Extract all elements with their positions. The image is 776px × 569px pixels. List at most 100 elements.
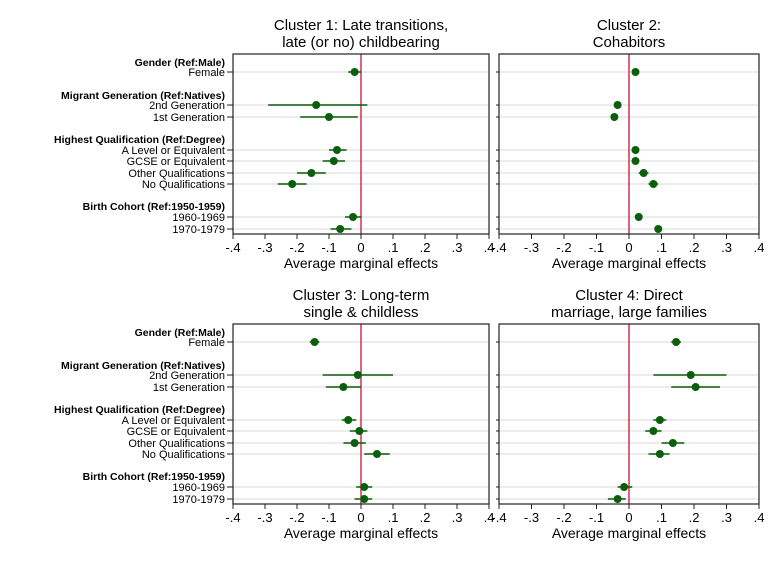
point-estimate-marker [631,157,640,165]
x-tick-label: .3 [452,510,463,525]
category-label: Female [188,67,225,79]
x-tick-label: .4 [484,510,495,525]
group-header: Gender (Ref:Male) [135,327,225,339]
x-tick-label: -.1 [321,510,336,525]
category-label: 1970-1979 [172,494,225,506]
point-estimate-marker [634,213,643,221]
x-axis-label: Average marginal effects [284,255,438,271]
point-estimate-marker [655,416,664,424]
x-tick-label: -.3 [524,240,539,255]
x-tick-label: .4 [754,240,765,255]
x-tick-label: .1 [656,510,667,525]
x-tick-label: -.4 [491,510,506,525]
category-label: GCSE or Equivalent [127,156,225,168]
x-tick-label: -.2 [556,510,571,525]
x-tick-label: -.2 [556,240,571,255]
x-tick-label: -.3 [257,240,272,255]
category-label: A Level or Equivalent [122,145,225,157]
point-estimate-marker [325,113,333,121]
point-estimate-marker [672,338,681,346]
x-tick-label: -.2 [289,510,304,525]
x-axis-label: Average marginal effects [284,525,438,541]
x-tick-label: .3 [452,240,463,255]
x-tick-label: 0 [625,510,632,525]
category-label: 1st Generation [153,112,225,124]
group-header: Birth Cohort (Ref:1950-1959) [83,471,225,483]
x-tick-label: 0 [357,240,364,255]
point-estimate-marker [307,169,316,177]
x-tick-label: .4 [484,240,495,255]
point-estimate-marker [691,383,700,391]
point-estimate-marker [310,338,319,346]
point-estimate-marker [349,213,357,221]
point-estimate-marker [668,439,677,447]
point-estimate-marker [339,383,348,391]
category-label: No Qualifications [142,179,226,191]
x-tick-label: .4 [754,510,765,525]
x-tick-label: -.2 [289,240,304,255]
category-label: 1960-1969 [172,212,225,224]
x-tick-label: .1 [388,240,399,255]
category-label: GCSE or Equivalent [127,426,225,438]
panel-title-line-1: Cluster 2: [597,17,661,34]
x-tick-label: -.1 [589,510,604,525]
category-label: A Level or Equivalent [122,415,225,427]
panel-title-line-1: Cluster 4: Direct [575,287,683,304]
point-estimate-marker [631,146,640,154]
point-estimate-marker [288,180,297,188]
category-label: 2nd Generation [149,100,225,112]
category-label: 1st Generation [153,382,225,394]
x-tick-label: .2 [420,510,431,525]
category-label: No Qualifications [142,449,226,461]
x-tick-label: 0 [357,510,364,525]
group-header: Gender (Ref:Male) [135,57,225,69]
point-estimate-marker [355,427,364,435]
point-estimate-marker [360,495,369,503]
x-tick-label: .2 [420,240,431,255]
x-axis-label: Average marginal effects [552,525,706,541]
x-tick-label: 0 [625,240,632,255]
x-tick-label: -.3 [257,510,272,525]
point-estimate-marker [353,371,362,379]
panel-title-line-2: single & childless [303,304,418,321]
point-estimate-marker [350,68,359,76]
point-estimate-marker [613,101,622,109]
x-tick-label: .1 [656,240,667,255]
point-estimate-marker [344,416,353,424]
panel-title-line-1: Cluster 1: Late transitions, [274,17,448,34]
group-header: Birth Cohort (Ref:1950-1959) [83,201,225,213]
point-estimate-marker [639,169,648,177]
point-estimate-marker [655,450,664,458]
x-axis-label: Average marginal effects [552,255,706,271]
group-header: Migrant Generation (Ref:Natives) [61,90,225,102]
panel-title-line-1: Cluster 3: Long-term [293,287,430,304]
point-estimate-marker [333,146,341,154]
group-header: Highest Qualification (Ref:Degree) [54,134,225,146]
point-estimate-marker [360,483,369,491]
point-estimate-marker [631,68,640,76]
point-estimate-marker [649,180,658,188]
x-tick-label: -.4 [225,240,240,255]
point-estimate-marker [336,225,345,233]
panel-title-line-2: Cohabitors [593,34,666,51]
point-estimate-marker [654,225,663,233]
x-tick-label: .2 [689,510,700,525]
category-label: 1960-1969 [172,482,225,494]
point-estimate-marker [686,371,695,379]
x-tick-label: -.4 [225,510,240,525]
category-label: 2nd Generation [149,370,225,382]
x-tick-label: .3 [721,510,732,525]
category-label: 1970-1979 [172,224,225,236]
point-estimate-marker [329,157,338,165]
category-label: Other Qualifications [128,168,225,180]
point-estimate-marker [649,427,658,435]
x-tick-label: .2 [689,240,700,255]
panel-title-line-2: late (or no) childbearing [282,34,440,51]
x-tick-label: -.3 [524,510,539,525]
panel-title-line-2: marriage, large families [551,304,707,321]
x-tick-label: .3 [721,240,732,255]
point-estimate-marker [613,495,622,503]
category-label: Other Qualifications [128,438,225,450]
